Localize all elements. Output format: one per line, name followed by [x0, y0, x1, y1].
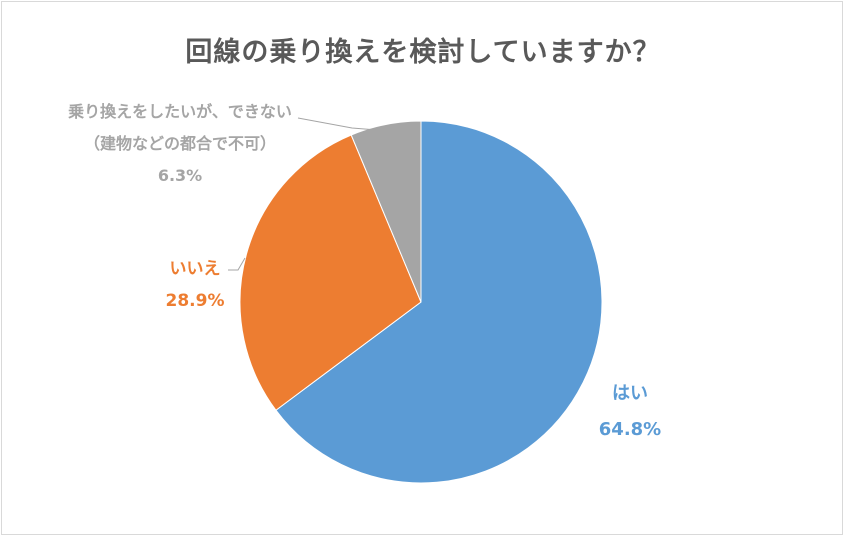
chart-title: 回線の乗り換えを検討していますか？: [185, 37, 661, 68]
label-yes-name: はい: [612, 383, 648, 404]
data-label-no: いいえ 28.9%: [150, 253, 240, 317]
pie-slice-cannot: [350, 120, 422, 303]
label-cannot-value: 6.3%: [157, 166, 203, 185]
label-no-value: 28.9%: [165, 291, 225, 311]
label-yes-value: 64.8%: [598, 419, 662, 440]
pie-slice-no: [239, 134, 422, 411]
leader-line-cannot: [297, 117, 391, 132]
data-label-cannot: 乗り換えをしたいが、できない （建物などの都合で不可） 6.3%: [50, 96, 310, 192]
data-label-yes: はい 64.8%: [585, 376, 675, 448]
label-cannot-line1: 乗り換えをしたいが、できない: [68, 102, 292, 121]
label-no-name: いいえ: [169, 259, 221, 279]
leader-line-no: [228, 257, 246, 271]
label-cannot-line2: （建物などの都合で不可）: [83, 134, 276, 153]
pie-slice-yes: [275, 120, 603, 484]
